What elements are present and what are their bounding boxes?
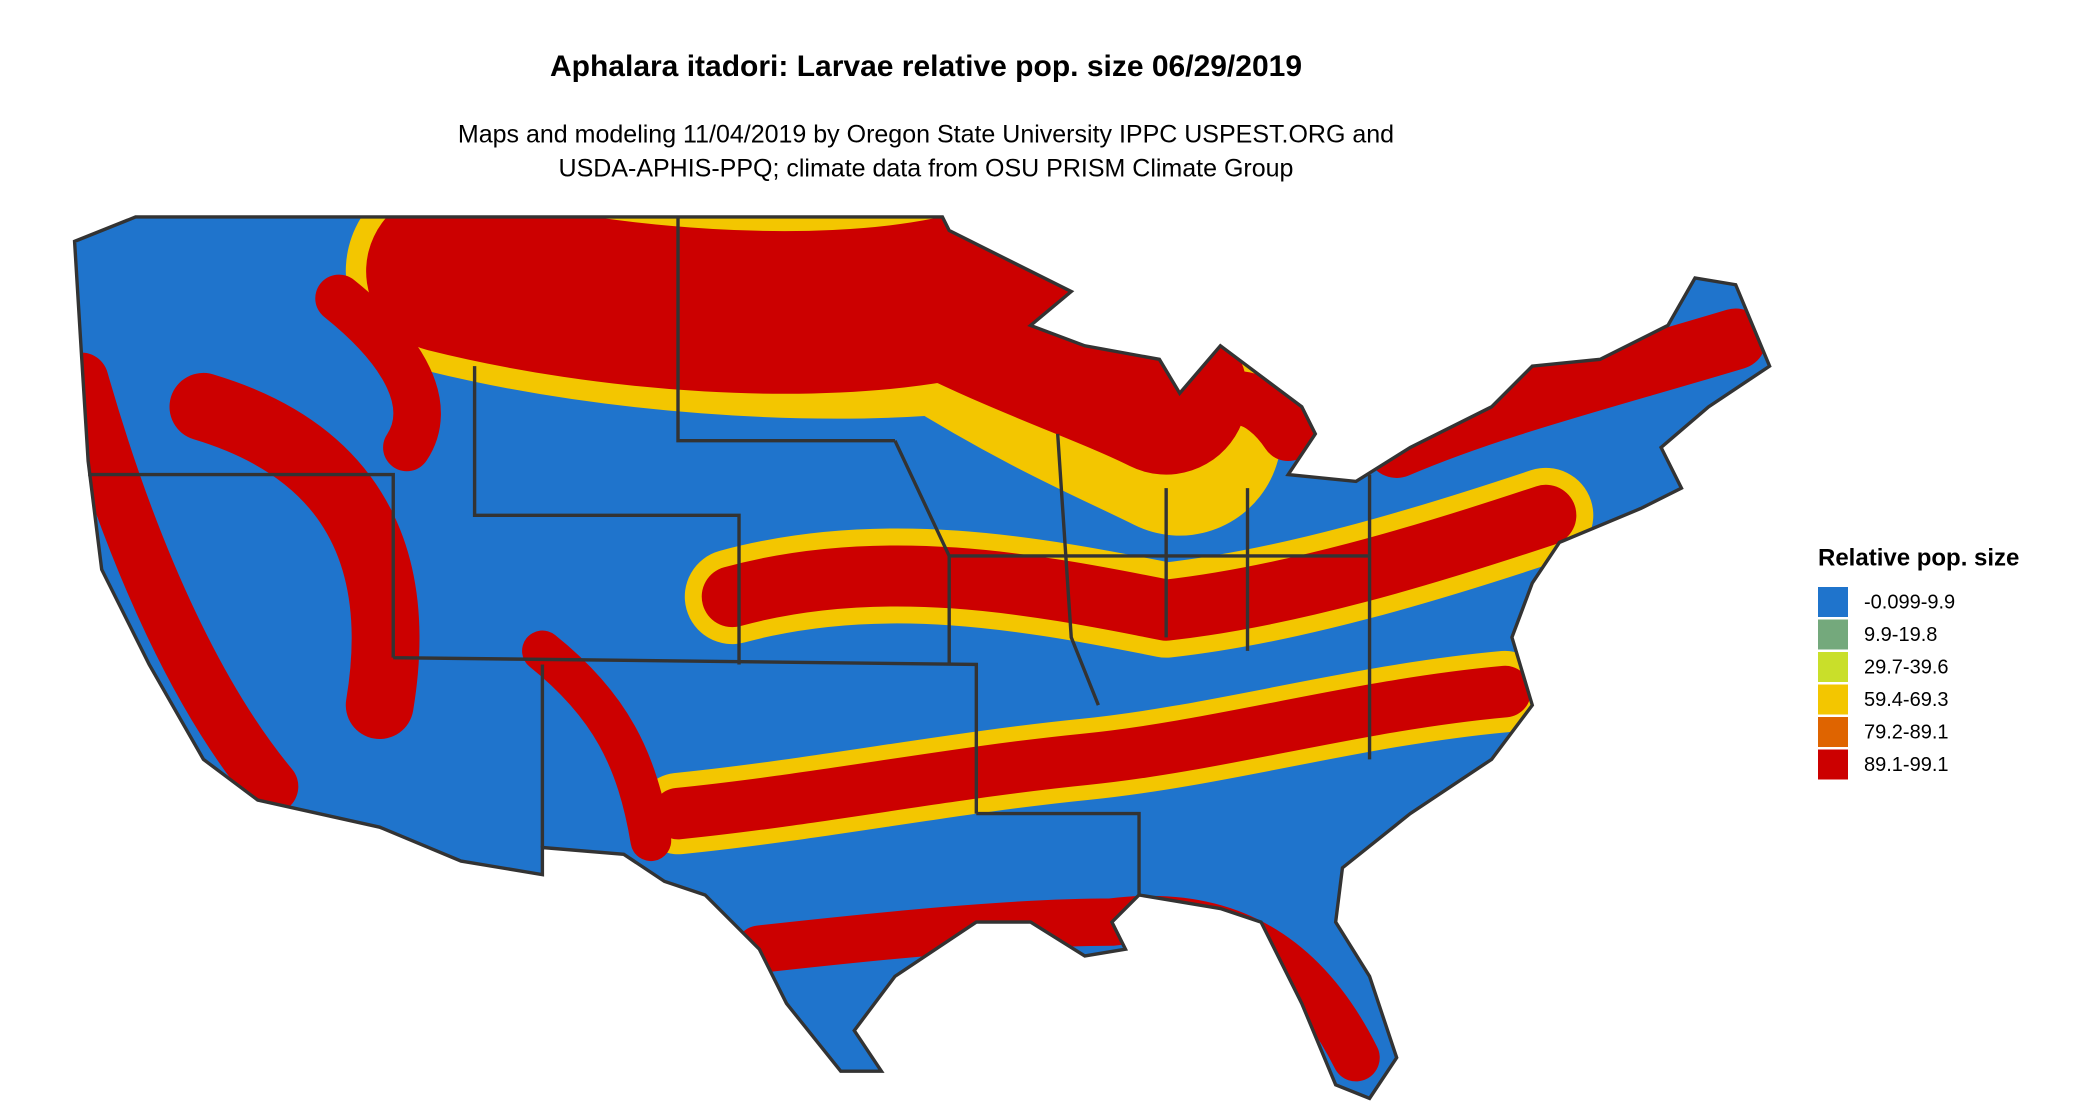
legend-label: 59.4-69.3 [1864, 689, 1949, 711]
legend-label: 9.9-19.8 [1864, 624, 1937, 646]
map [72, 215, 1772, 1101]
legend-swatch [1818, 652, 1848, 682]
map-subtitle: USDA-APHIS-PPQ; climate data from OSU PR… [559, 155, 1294, 183]
legend-label: 89.1-99.1 [1864, 754, 1949, 776]
legend-title: Relative pop. size [1818, 544, 2019, 571]
legend: -0.099-9.9 9.9-19.8 29.7-39.6 59.4-69.3 79.2… [1818, 587, 1955, 780]
legend-swatch [1818, 749, 1848, 780]
map-title: Aphalara itadori: Larvae relative pop. s… [550, 50, 1302, 83]
legend-swatch [1818, 684, 1848, 715]
legend-swatch [1818, 587, 1848, 617]
map-subtitle: Maps and modeling 11/04/2019 by Oregon S… [458, 121, 1394, 149]
legend-swatch [1818, 717, 1848, 747]
legend-label: 29.7-39.6 [1864, 656, 1949, 678]
legend-swatch [1818, 619, 1848, 650]
map-fill [74, 216, 1770, 1099]
state-borders [72, 215, 1772, 1101]
legend-label: -0.099-9.9 [1864, 591, 1955, 613]
legend-label: 79.2-89.1 [1864, 721, 1949, 743]
